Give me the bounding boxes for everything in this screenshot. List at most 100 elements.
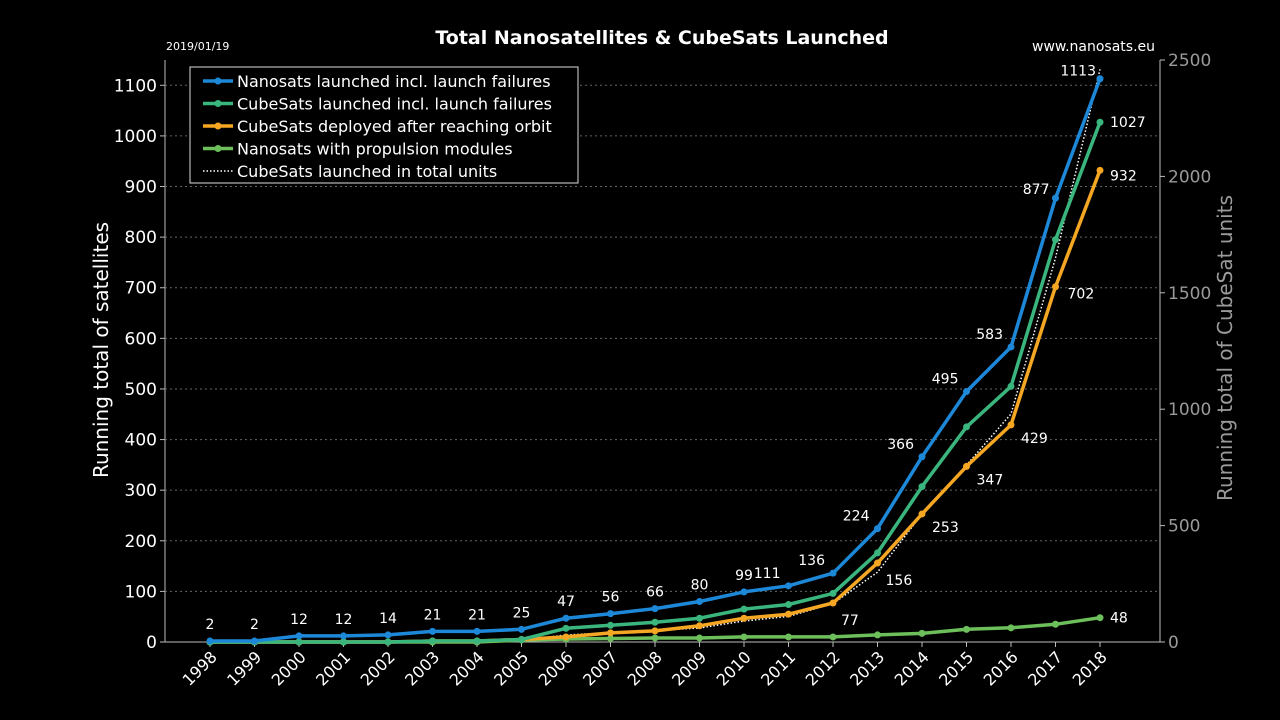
data-point-propulsion [740,633,748,641]
y2-tick-label: 500 [1168,517,1200,537]
legend-label-units: CubeSats launched in total units [237,162,497,181]
data-label-nanosats: 583 [976,327,1003,343]
data-point-nanosats [696,598,703,606]
legend-marker-cubesats [214,100,222,107]
y2-tick-label: 1500 [1168,284,1211,304]
x-tick-label: 2002 [357,647,399,689]
source-label: www.nanosats.eu [1032,39,1155,55]
y2-axis-label: Running total of CubeSat units [1213,195,1237,501]
data-label-nanosats: 12 [290,612,308,628]
legend-marker-propulsion [214,145,222,152]
data-point-nanosats [740,588,748,596]
x-tick-label: 2015 [935,647,977,689]
x-tick-label: 2008 [624,647,666,689]
data-point-nanosats [963,387,970,395]
left-axis-ticks: 0 100 200 300 400 500 600 700 800 900 1000 1100 [114,76,157,653]
data-point-nanosats [874,525,881,533]
y-tick-label: 300 [125,481,157,501]
data-label-nanosats: 99 [735,568,753,584]
data-label-nanosats: 56 [602,590,620,606]
data-point-propulsion [963,625,970,633]
data-point-deployed [562,633,570,641]
legend-marker-nanosats [214,77,222,85]
data-point-cubesats [740,605,748,613]
data-label-nanosats: 2 [250,617,259,633]
data-point-cubesats [295,638,303,646]
y-tick-label: 800 [125,228,157,248]
series-line-cubesats [210,121,1102,644]
x-tick-label: 2016 [980,647,1022,689]
data-point-cubesats [607,621,614,629]
data-point-nanosats [1052,194,1059,202]
y-tick-label: 700 [125,279,157,299]
y-axis-label: Running total of satellites [89,222,113,478]
y2-tick-label: 2500 [1168,51,1211,71]
x-tick-label: 1998 [179,647,221,689]
x-tick-label: 2009 [668,647,710,689]
data-point-nanosats [562,614,570,622]
data-point-propulsion [1007,624,1015,632]
y-tick-label: 600 [125,329,157,349]
data-point-nanosats [785,582,792,590]
data-label-deployed: 347 [977,472,1004,488]
x-tick-label: 2013 [846,647,888,689]
data-label-nanosats: 80 [691,578,709,594]
data-label-nanosats: 111 [754,566,781,582]
data-label-nanosats: 25 [513,605,531,621]
data-label-deployed: 156 [886,573,913,589]
data-point-deployed [963,462,970,470]
data-label-propulsion: 48 [1110,611,1128,627]
data-point-cubesats [473,637,481,645]
data-point-cubesats [785,601,792,609]
data-point-deployed [829,599,837,607]
data-point-cubesats [874,549,881,557]
data-label-nanosats: 66 [646,585,664,601]
x-tick-label: 2003 [401,647,443,689]
data-point-cubesats [696,614,703,622]
data-point-deployed [785,610,792,618]
data-point-nanosats [1096,75,1104,83]
data-label-nanosats: 14 [379,611,397,627]
x-tick-label: 2001 [312,647,354,689]
y-tick-label: 900 [125,178,157,198]
y2-tick-label: 2000 [1168,167,1211,187]
data-point-cubesats [651,618,659,626]
y-tick-label: 1000 [114,127,157,147]
data-label-nanosats: 12 [335,612,353,628]
data-point-cubesats [429,637,436,645]
data-point-propulsion [829,633,837,641]
data-point-cubesats [518,635,525,643]
y2-tick-label: 1000 [1168,400,1211,420]
x-tick-label: 2017 [1024,647,1066,689]
data-point-propulsion [1096,614,1104,622]
x-tick-label: 2018 [1069,647,1111,689]
legend-label-cubesats: CubeSats launched incl. launch failures [237,95,552,114]
x-tick-label: 2010 [713,647,755,689]
data-point-nanosats [651,605,659,613]
right-axis-ticks: 0 500 1000 1500 2000 2500 [1168,51,1211,653]
series-line-deployed [210,169,1102,644]
x-tick-label: 2012 [802,647,844,689]
data-point-nanosats [829,569,837,577]
x-tick-label: 2011 [757,647,799,689]
data-point-deployed [1096,166,1104,174]
data-label-deployed: 253 [932,520,959,536]
data-point-cubesats [1052,236,1059,244]
data-point-deployed [696,622,703,630]
data-point-nanosats [518,625,525,633]
y2-tick-label: 0 [1168,633,1179,653]
x-tick-label: 2007 [579,647,621,689]
data-point-nanosats [1007,343,1015,351]
x-tick-label: 2005 [490,647,532,689]
data-point-cubesats [384,638,392,646]
data-point-propulsion [607,634,614,642]
chart-title: Total Nanosatellites & CubeSats Launched [435,27,888,49]
data-point-cubesats [829,589,837,597]
data-label-nanosats: 224 [843,509,870,525]
legend-label-propulsion: Nanosats with propulsion modules [237,140,513,159]
x-tick-label: 2014 [891,647,933,689]
data-labels: 2 2 12 12 14 21 21 25 47 56 66 80 99 111 136 224 366 495 5… [206,64,1146,633]
y-tick-label: 400 [125,431,157,451]
data-point-nanosats [340,632,347,640]
